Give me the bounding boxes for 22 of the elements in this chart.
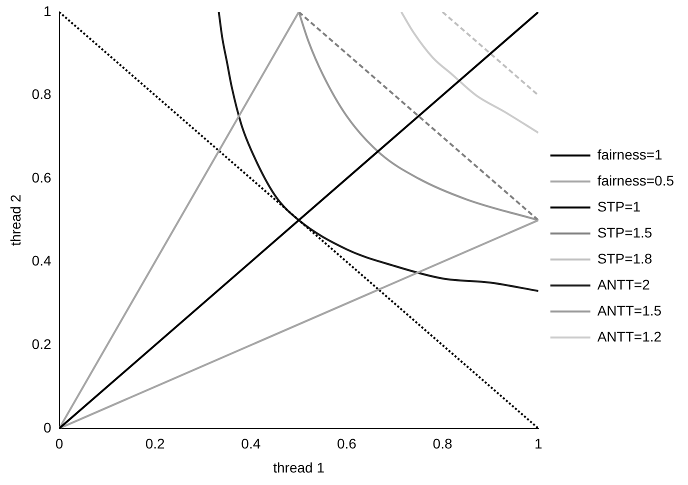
y-tick-label: 0.6	[32, 169, 52, 186]
legend-label: STP=1.5	[597, 224, 652, 240]
y-tick-label: 0.2	[32, 336, 52, 352]
x-tick-label: 0	[55, 436, 64, 452]
x-tick-label: 1	[534, 436, 542, 452]
y-tick-label: 1	[43, 2, 52, 19]
legend-label: fairness=1	[597, 146, 663, 162]
x-tick-label: 0.8	[432, 436, 452, 452]
y-tick-label: 0	[43, 419, 52, 436]
legend-label: ANTT=2	[597, 276, 650, 292]
x-axis-title: thread 1	[273, 459, 325, 476]
legend-label: fairness=0.5	[597, 172, 674, 188]
x-tick-label: 0.4	[241, 436, 261, 452]
legend-label: STP=1.8	[597, 250, 652, 266]
legend-label: ANTT=1.5	[597, 302, 662, 318]
x-tick-label: 0.6	[336, 436, 357, 452]
x-tick-label: 0.2	[145, 436, 166, 452]
y-axis-title: thread 2	[7, 194, 24, 246]
y-tick-label: 0.8	[32, 86, 52, 102]
legend-label: ANTT=1.2	[597, 328, 662, 344]
legend-label: STP=1	[597, 198, 641, 214]
y-tick-label: 0.4	[32, 252, 52, 269]
